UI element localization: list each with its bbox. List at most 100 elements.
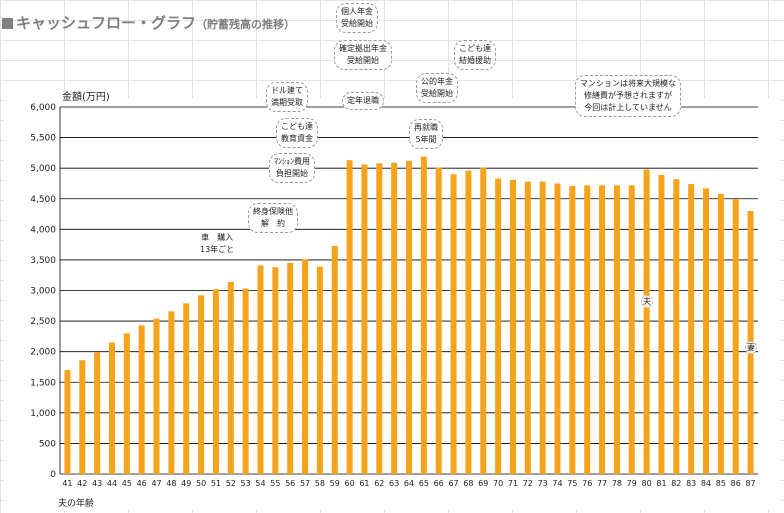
bar-age-84	[703, 188, 710, 474]
x-tick-label: 42	[77, 479, 87, 488]
annotation-callout: ドル建て 満期受取	[266, 82, 308, 112]
x-tick-label: 76	[582, 479, 592, 488]
x-tick-label: 41	[62, 479, 72, 488]
y-tick-label: 500	[39, 439, 56, 449]
x-tick-label: 58	[315, 479, 325, 488]
bar-age-49	[183, 303, 190, 474]
annotation-callout: 車 購入 13年ごと	[200, 232, 235, 256]
x-tick-label: 87	[745, 479, 755, 488]
bar-age-42	[79, 360, 86, 474]
annotation-callout: 終身保険他 解 約	[248, 203, 298, 233]
x-tick-label: 75	[567, 479, 577, 488]
annotation-callout: 定年退職	[342, 92, 384, 110]
x-tick-label: 44	[107, 479, 117, 488]
bar-age-82	[673, 179, 680, 474]
bar-age-76	[584, 185, 591, 474]
bar-age-66	[435, 167, 442, 474]
x-tick-label: 69	[478, 479, 488, 488]
bar-age-73	[539, 181, 546, 474]
x-axis-label: 夫の年齢	[58, 499, 95, 509]
bar-age-59	[331, 245, 338, 474]
annotation-callout: 個人年金 受給開始	[336, 3, 378, 33]
x-tick-label: 64	[404, 479, 414, 488]
y-tick-label: 5,000	[30, 164, 56, 174]
y-tick-label: 0	[50, 470, 56, 480]
bar-age-74	[554, 183, 561, 475]
x-tick-label: 48	[166, 479, 176, 488]
bar-age-55	[272, 267, 279, 474]
marker-label: 妻	[745, 341, 757, 354]
bar-age-62	[376, 163, 383, 475]
bar-age-50	[198, 295, 205, 474]
bar-age-46	[138, 325, 145, 474]
annotation-callout: 確定拠出年金 受給開始	[334, 40, 392, 70]
y-tick-label: 5,500	[30, 134, 56, 144]
bar-age-58	[316, 266, 323, 474]
y-tick-label: 2,000	[30, 348, 56, 358]
y-tick-label: 6,000	[30, 103, 56, 113]
x-tick-label: 54	[255, 479, 265, 488]
bar-age-56	[287, 262, 294, 474]
bar-age-51	[212, 289, 219, 474]
x-tick-label: 50	[196, 479, 206, 488]
bar-age-48	[168, 311, 175, 474]
bar-age-71	[509, 179, 516, 474]
bar-age-52	[227, 281, 234, 474]
bar-age-79	[628, 185, 635, 474]
bar-age-47	[153, 318, 160, 474]
x-tick-label: 84	[701, 479, 711, 488]
bar-age-77	[599, 185, 606, 474]
y-tick-label: 1,000	[30, 409, 56, 419]
annotation-callout: こども達 教育資金	[276, 118, 318, 148]
y-tick-label: 2,500	[30, 317, 56, 327]
bar-age-75	[569, 185, 576, 474]
bar-age-63	[391, 162, 398, 474]
bar-age-57	[302, 259, 309, 474]
bar-age-83	[688, 184, 695, 474]
x-tick-label: 59	[330, 479, 340, 488]
x-tick-label: 82	[671, 479, 681, 488]
x-tick-label: 73	[538, 479, 548, 488]
y-axis-label: 金額(万円)	[62, 92, 110, 103]
x-tick-label: 60	[345, 479, 355, 488]
bar-age-64	[406, 160, 412, 474]
bar-age-67	[450, 174, 457, 475]
annotation-callout: ﾏﾝｼｮﾝ費用 負担開始	[269, 153, 315, 183]
bar-age-80	[643, 169, 650, 474]
annotation-callout: マンションは将来大規模な 修繕費が予想されますが 今回は計上していません	[575, 75, 681, 117]
x-tick-label: 78	[612, 479, 622, 488]
x-tick-label: 83	[686, 479, 696, 488]
x-tick-label: 72	[523, 479, 533, 488]
x-tick-label: 65	[419, 479, 429, 488]
bar-age-86	[732, 199, 739, 474]
x-tick-label: 61	[359, 479, 369, 488]
bar-age-53	[242, 288, 249, 474]
y-tick-label: 3,000	[30, 287, 56, 297]
x-tick-label: 81	[656, 479, 666, 488]
x-tick-label: 43	[92, 479, 102, 488]
title-square-icon	[2, 18, 13, 29]
x-tick-label: 62	[374, 479, 384, 488]
x-tick-label: 51	[211, 479, 221, 488]
x-tick-label: 53	[241, 479, 251, 488]
bar-age-69	[480, 167, 487, 474]
x-tick-label: 46	[137, 479, 147, 488]
annotation-callout: こども達 結婚援助	[454, 40, 496, 70]
x-tick-label: 79	[627, 479, 637, 488]
x-tick-label: 57	[300, 479, 310, 488]
annotation-callout: 公的年金 受給開始	[416, 73, 458, 103]
title-subtitle: （貯蓄残高の推移）	[196, 18, 296, 31]
x-tick-label: 74	[552, 479, 562, 488]
x-tick-label: 56	[285, 479, 295, 488]
x-tick-label: 47	[151, 479, 161, 488]
x-tick-label: 63	[389, 479, 399, 488]
marker-label: 夫	[641, 295, 653, 308]
bar-age-41	[64, 370, 71, 474]
y-tick-label: 4,000	[30, 225, 56, 235]
x-tick-label: 77	[597, 479, 607, 488]
bar-age-72	[524, 181, 531, 474]
chart-title: キャッシュフロー・グラフ（貯蓄残高の推移）	[2, 12, 295, 33]
bar-age-61	[361, 164, 368, 474]
x-tick-label: 86	[731, 479, 741, 488]
